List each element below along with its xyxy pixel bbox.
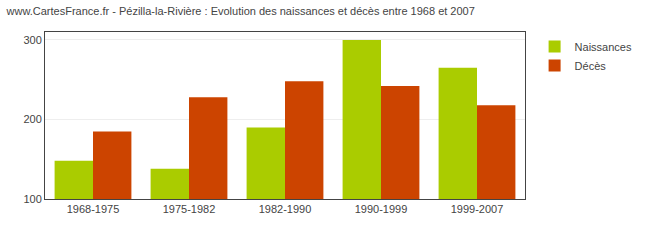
svg-text:300: 300 bbox=[23, 34, 41, 46]
svg-text:1990-1999: 1990-1999 bbox=[355, 203, 408, 215]
svg-text:www.CartesFrance.fr - Pézilla-: www.CartesFrance.fr - Pézilla-la-Rivière… bbox=[6, 5, 475, 17]
svg-text:1968-1975: 1968-1975 bbox=[67, 203, 120, 215]
svg-text:1975-1982: 1975-1982 bbox=[163, 203, 216, 215]
svg-text:Naissances: Naissances bbox=[575, 41, 632, 53]
svg-text:Décès: Décès bbox=[575, 60, 607, 72]
svg-text:100: 100 bbox=[23, 193, 41, 205]
svg-text:1999-2007: 1999-2007 bbox=[451, 203, 504, 215]
svg-text:200: 200 bbox=[23, 113, 41, 125]
svg-text:1982-1990: 1982-1990 bbox=[259, 203, 312, 215]
